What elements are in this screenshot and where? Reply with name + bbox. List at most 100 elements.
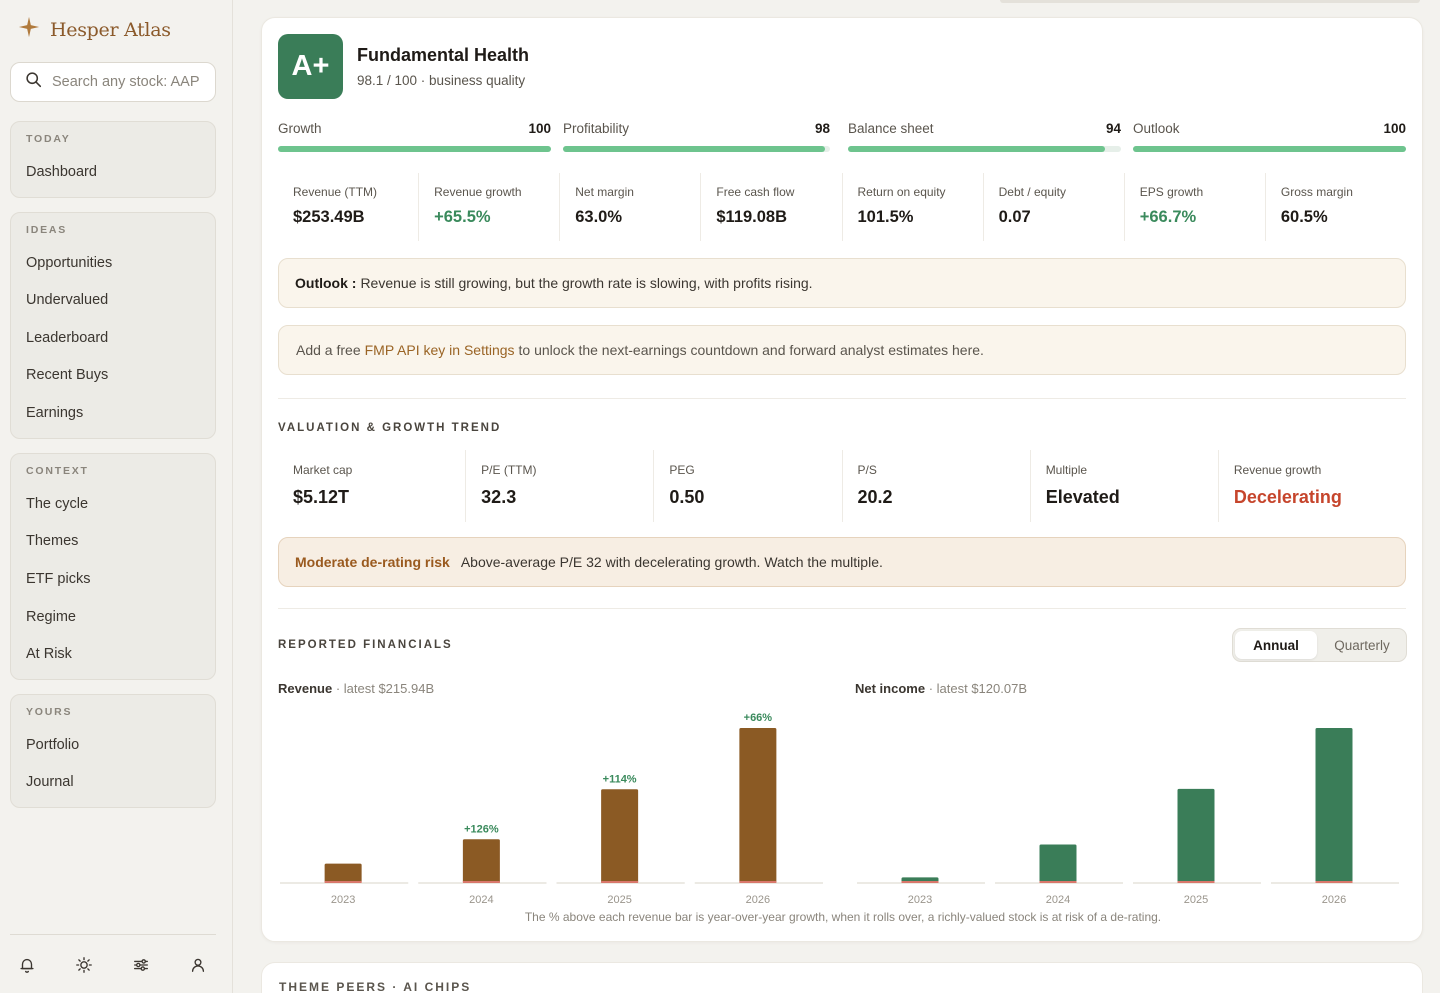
chart-bar-base-mark xyxy=(739,881,777,883)
nav-group-today: TODAY Dashboard xyxy=(10,121,216,198)
metric-label: Debt / equity xyxy=(998,185,1066,199)
metric-label: P/S xyxy=(857,463,877,477)
metric-revenue-growth: Revenue growth +65.5% xyxy=(419,173,561,241)
metric-market-cap: Market cap $5.12T xyxy=(278,450,467,522)
chart-growth-label: +126% xyxy=(464,823,499,835)
net-income-bar-chart: 2023 2024 2025 2026 xyxy=(857,728,1399,906)
period-toggle: Annual Quarterly xyxy=(1232,628,1407,662)
sidebar-item-recent-buys[interactable]: Recent Buys xyxy=(26,367,109,383)
revenue-chart-header: Revenue · latest $215.94B xyxy=(278,681,434,696)
metric-revenue-growth-trend: Revenue growth Decelerating xyxy=(1219,450,1406,522)
score-label: Growth xyxy=(278,121,322,136)
nav-group-context: CONTEXT The cycle Themes ETF picks Regim… xyxy=(10,453,216,680)
metric-value: 20.2 xyxy=(857,487,893,507)
search-icon xyxy=(25,71,42,93)
api-key-notice: Add a free FMP API key in Settings to un… xyxy=(278,325,1406,375)
sparkle-logo-icon xyxy=(18,16,40,43)
score-bar xyxy=(563,146,830,152)
metric-label: P/E (TTM) xyxy=(481,463,537,477)
chart-bar-base-mark xyxy=(1315,881,1353,883)
metric-label: PEG xyxy=(669,463,695,477)
top-shadow-strip xyxy=(1000,0,1420,3)
sidebar-item-regime[interactable]: Regime xyxy=(26,609,76,625)
theme-peers-title: THEME PEERS · AI CHIPS xyxy=(279,980,472,993)
chart-tick-label: 2024 xyxy=(469,894,493,906)
sidebar-item-undervalued[interactable]: Undervalued xyxy=(26,292,109,308)
section-divider xyxy=(278,608,1406,609)
brand-name: Hesper Atlas xyxy=(50,18,171,41)
chart-bar-base-mark xyxy=(601,881,639,883)
metric-label: Market cap xyxy=(293,463,353,477)
health-metrics-row: Revenue (TTM) $253.49B Revenue growth +6… xyxy=(278,173,1406,241)
metric-label: Return on equity xyxy=(857,185,946,199)
chart-bar xyxy=(739,728,777,883)
api-notice-prefix: Add a free xyxy=(296,342,361,358)
metric-debt-equity: Debt / equity 0.07 xyxy=(984,173,1125,241)
section-divider xyxy=(278,398,1406,399)
sliders-icon[interactable] xyxy=(132,956,150,974)
sidebar-item-journal[interactable]: Journal xyxy=(26,774,74,790)
score-label: Outlook xyxy=(1133,121,1180,136)
sidebar-item-etf-picks[interactable]: ETF picks xyxy=(26,571,91,587)
settings-api-link[interactable]: FMP API key in Settings xyxy=(364,342,515,358)
metric-gross-margin: Gross margin 60.5% xyxy=(1266,173,1406,241)
financials-section-title: REPORTED FINANCIALS xyxy=(278,639,453,651)
user-icon[interactable] xyxy=(189,956,207,974)
metric-free-cash-flow: Free cash flow $119.08B xyxy=(701,173,843,241)
metric-value: 0.50 xyxy=(669,487,705,507)
toggle-quarterly[interactable]: Quarterly xyxy=(1334,637,1390,653)
chart-bar xyxy=(324,863,362,883)
score-value: 98 xyxy=(814,121,830,136)
sidebar-item-portfolio[interactable]: Portfolio xyxy=(26,737,80,753)
metric-value: 60.5% xyxy=(1280,208,1328,226)
metric-value: +66.7% xyxy=(1139,208,1197,226)
score-profitability: Profitability 98 xyxy=(563,121,830,155)
theme-peers-card: THEME PEERS · AI CHIPS xyxy=(261,962,1423,993)
search-box[interactable] xyxy=(10,62,216,102)
sidebar-item-opportunities[interactable]: Opportunities xyxy=(26,255,113,271)
sidebar-item-at-risk[interactable]: At Risk xyxy=(26,646,72,662)
score-fill xyxy=(278,146,551,152)
health-score-subtitle: 98.1 / 100 · business quality xyxy=(357,73,526,88)
score-fill xyxy=(1133,146,1406,152)
sidebar-item-the-cycle[interactable]: The cycle xyxy=(26,496,89,512)
chart-bar xyxy=(1039,844,1077,883)
grade-badge: A+ xyxy=(278,34,343,99)
score-value: 100 xyxy=(1383,121,1406,136)
score-value: 94 xyxy=(1105,121,1121,136)
chart-tick-label: 2025 xyxy=(607,894,631,906)
chart-bar-base-mark xyxy=(462,881,500,883)
score-bar xyxy=(1133,146,1406,152)
metric-value: Elevated xyxy=(1045,487,1120,507)
chart-bar-base-mark xyxy=(324,881,362,883)
metric-label: Revenue growth xyxy=(1233,463,1322,477)
score-balance-sheet: Balance sheet 94 xyxy=(848,121,1121,155)
brand[interactable]: Hesper Atlas xyxy=(18,16,171,43)
score-bar xyxy=(278,146,551,152)
sidebar-item-themes[interactable]: Themes xyxy=(26,533,79,549)
score-fill xyxy=(563,146,825,152)
bell-icon[interactable] xyxy=(18,956,36,974)
sun-icon[interactable] xyxy=(75,956,93,974)
score-outlook: Outlook 100 xyxy=(1133,121,1406,155)
score-label: Profitability xyxy=(563,121,630,136)
chart-bar xyxy=(1315,728,1353,883)
metric-label: Net margin xyxy=(575,185,634,199)
sidebar-divider xyxy=(10,934,216,935)
sidebar-item-earnings[interactable]: Earnings xyxy=(26,405,84,421)
metric-return-on-equity: Return on equity 101.5% xyxy=(843,173,984,241)
sidebar-item-dashboard[interactable]: Dashboard xyxy=(26,164,97,180)
chart-tick-label: 2024 xyxy=(1046,894,1070,906)
derating-risk-box: Moderate de-rating risk Above-average P/… xyxy=(278,537,1406,587)
metric-net-margin: Net margin 63.0% xyxy=(560,173,702,241)
revenue-bar-chart: 2023 2024 +126% 2025 +114% 2026 +66% xyxy=(280,712,823,906)
outlook-label: Outlook : xyxy=(295,275,357,291)
chart-title: Net income xyxy=(855,681,926,696)
chart-footnote: The % above each revenue bar is year-ove… xyxy=(524,910,1162,924)
toggle-annual[interactable]: Annual xyxy=(1235,631,1317,659)
search-input[interactable] xyxy=(52,74,212,90)
sidebar-item-leaderboard[interactable]: Leaderboard xyxy=(26,330,109,346)
valuation-metrics-row: Market cap $5.12T P/E (TTM) 32.3 PEG 0.5… xyxy=(278,450,1406,522)
page-title: Fundamental Health xyxy=(357,45,530,65)
chart-title: Revenue xyxy=(278,681,333,696)
